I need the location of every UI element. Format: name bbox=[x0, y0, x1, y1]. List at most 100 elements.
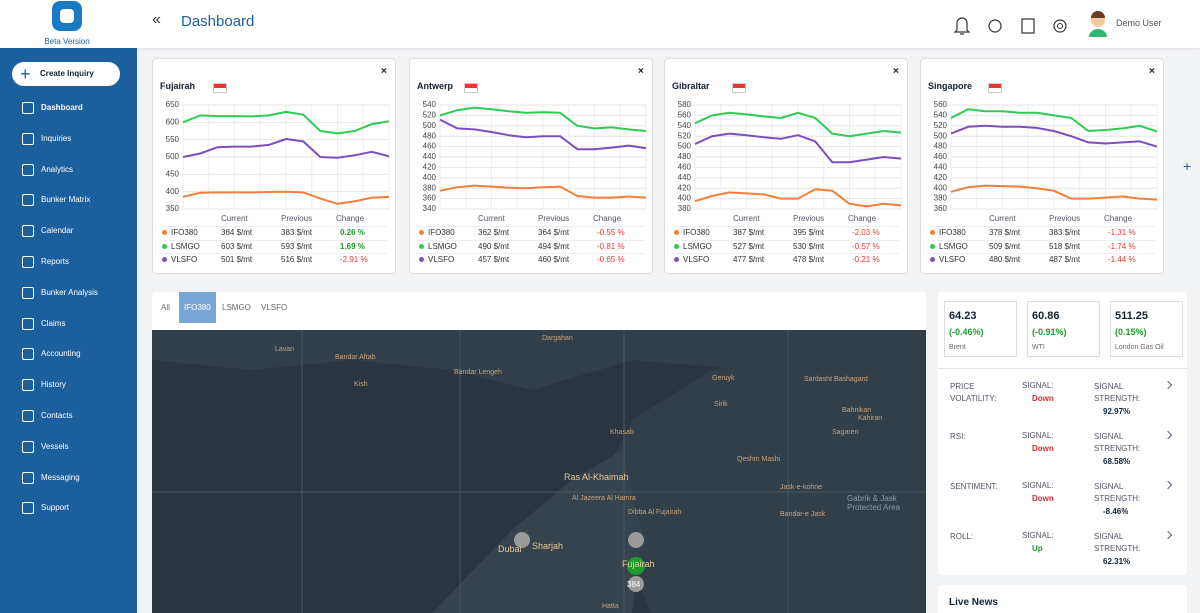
header-icons[interactable] bbox=[950, 14, 1090, 38]
y-tick-label: 480 bbox=[934, 142, 948, 151]
nav-item[interactable]: Contacts bbox=[14, 408, 134, 424]
flag bbox=[987, 83, 1002, 93]
nav-item[interactable]: Analytics bbox=[14, 162, 134, 178]
map-label: Sirik bbox=[714, 401, 728, 408]
close[interactable]: × bbox=[638, 66, 644, 77]
map-label: Bandar Lengeh bbox=[454, 369, 502, 376]
collapse[interactable]: « bbox=[152, 11, 161, 28]
nav-item[interactable]: Reports bbox=[14, 254, 134, 270]
legend-dot bbox=[674, 243, 679, 249]
legend-dot bbox=[162, 230, 167, 235]
table-cell: -0.81 % bbox=[597, 241, 625, 251]
close[interactable]: × bbox=[381, 66, 387, 77]
nav-item[interactable]: Bunker Matrix bbox=[14, 192, 134, 208]
table-cell: 460 $/mt bbox=[538, 255, 570, 264]
nav-icon bbox=[22, 440, 34, 453]
legend-dot bbox=[930, 257, 935, 262]
table-cell: 487 $/mt bbox=[1049, 255, 1081, 264]
price-box: 60.86 (-0.91%) WTI bbox=[1027, 301, 1100, 357]
add-card[interactable]: + bbox=[1183, 158, 1192, 174]
y-tick-label: 460 bbox=[934, 152, 948, 161]
nav-item[interactable]: Messaging bbox=[14, 470, 134, 486]
row-divider bbox=[671, 239, 899, 241]
close[interactable]: × bbox=[893, 66, 899, 77]
nav-item[interactable]: Claims bbox=[14, 316, 134, 332]
column-header: Previous bbox=[538, 214, 570, 223]
nav-item[interactable]: Support bbox=[14, 500, 134, 516]
table-cell: 603 $/mt bbox=[221, 241, 253, 251]
avatar[interactable] bbox=[1087, 11, 1109, 37]
legend-name: VLSFO bbox=[683, 255, 710, 264]
nav-label: Contacts bbox=[41, 411, 73, 420]
nav-item[interactable]: Calendar bbox=[14, 223, 134, 239]
table-cell: 477 $/mt bbox=[733, 255, 765, 264]
strength-label: SIGNAL STRENGTH: bbox=[1094, 532, 1141, 553]
nav-label: Inquiries bbox=[41, 133, 72, 143]
legend-dot bbox=[674, 230, 679, 235]
table-cell: -2.91 % bbox=[340, 255, 368, 264]
nav-item[interactable]: Vessels bbox=[14, 439, 134, 455]
user-name: Demo User bbox=[1116, 18, 1162, 28]
port-name: Antwerp bbox=[417, 81, 453, 91]
y-tick-label: 520 bbox=[678, 131, 692, 140]
port-name: Fujairah bbox=[160, 81, 196, 91]
table-cell: 383 $/mt bbox=[281, 228, 313, 237]
y-tick-label: 420 bbox=[934, 173, 948, 182]
price-line bbox=[439, 184, 647, 199]
price-box: 511.25 (0.15%) London Gas Oil bbox=[1110, 301, 1183, 357]
row-divider bbox=[159, 239, 387, 241]
divider bbox=[938, 368, 1187, 369]
strength-label: SIGNAL STRENGTH: bbox=[1094, 482, 1141, 503]
nav-label: Accounting bbox=[41, 349, 81, 359]
price-name: London Gas Oil bbox=[1115, 344, 1164, 351]
create-inquiry[interactable]: + Create Inquiry bbox=[12, 62, 120, 86]
nav-label: Calendar bbox=[41, 226, 74, 236]
legend-dot bbox=[162, 243, 167, 249]
nav-item[interactable]: History bbox=[14, 377, 134, 393]
flag bbox=[213, 83, 228, 93]
nav-icon bbox=[22, 410, 34, 422]
nav-icon bbox=[22, 256, 34, 268]
legend-dot bbox=[419, 257, 424, 262]
row-divider bbox=[927, 226, 1155, 227]
strength-label: SIGNAL STRENGTH: bbox=[1094, 382, 1141, 403]
y-tick-label: 460 bbox=[678, 163, 692, 172]
y-tick-label: 440 bbox=[934, 163, 948, 172]
table-cell: 509 $/mt bbox=[989, 241, 1021, 251]
y-tick-label: 500 bbox=[166, 152, 180, 161]
price-line bbox=[950, 184, 1158, 201]
legend-dot bbox=[162, 257, 167, 262]
table-cell: 478 $/mt bbox=[793, 255, 825, 264]
column-header: Current bbox=[989, 214, 1016, 223]
strength-value: -8.46% bbox=[1103, 507, 1129, 516]
port-card: Singapore × 360 380 400 420 440 460 480 500 520 540… bbox=[920, 58, 1164, 274]
tab[interactable]: IFO380 bbox=[179, 292, 216, 323]
table-cell: -0.21 % bbox=[852, 255, 880, 264]
y-tick-label: 480 bbox=[678, 152, 692, 161]
close[interactable]: × bbox=[1149, 66, 1155, 77]
nav-item[interactable]: Bunker Analysis bbox=[14, 285, 134, 301]
signal-name: RSI: bbox=[950, 432, 966, 441]
row-divider bbox=[671, 253, 899, 254]
table-cell: -2.03 % bbox=[852, 228, 880, 237]
legend-dot bbox=[419, 243, 424, 249]
table-cell: 362 $/mt bbox=[478, 228, 510, 237]
nav-item[interactable]: Dashboard bbox=[14, 100, 134, 116]
table-cell: 395 $/mt bbox=[793, 228, 825, 237]
price-change: (-0.46%) bbox=[949, 327, 984, 337]
port-card: Fujairah × 350 400 450 500 550 600 650 Current Pre… bbox=[152, 58, 396, 274]
map-label: Dargahan bbox=[542, 335, 573, 342]
strength-value: 92.97% bbox=[1103, 407, 1131, 416]
map-label: Bahnikan bbox=[842, 407, 872, 414]
nav-icon bbox=[22, 225, 34, 238]
nav-item[interactable]: Accounting bbox=[14, 346, 134, 362]
tab-label: IFO380 bbox=[184, 303, 211, 312]
nav-label: Vessels bbox=[41, 441, 69, 451]
flag bbox=[731, 83, 746, 93]
price-line bbox=[439, 118, 647, 151]
y-tick-label: 480 bbox=[423, 131, 437, 140]
price-line bbox=[182, 190, 390, 205]
nav-item[interactable]: Inquiries bbox=[14, 131, 134, 147]
